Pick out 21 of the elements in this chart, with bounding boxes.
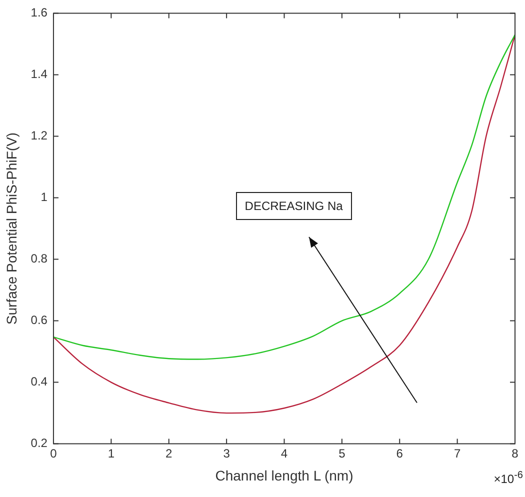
x-tick-label: 7 xyxy=(454,446,461,460)
x-tick-label: 8 xyxy=(512,446,519,460)
y-tick-label: 0.8 xyxy=(30,252,48,266)
x-tick-label: 4 xyxy=(280,446,288,460)
text: ×10$^{-6}$ xyxy=(494,470,523,486)
x-axis-title: Channel length L (nm) xyxy=(215,467,354,484)
y-tick-label: 1.6 xyxy=(30,6,48,20)
annotation: DECREASING Na xyxy=(236,192,352,220)
x-tick-label: 0 xyxy=(50,446,58,460)
y-axis-title: Surface Potential PhiS-PhiF(V) xyxy=(3,132,20,325)
x-tick-label: 5 xyxy=(338,446,346,460)
y-tick-label: 1 xyxy=(40,190,48,204)
y-tick-label: 0.6 xyxy=(30,313,48,328)
y-tick-label: 0.2 xyxy=(30,436,48,450)
y-tick-label: 1.4 xyxy=(30,67,48,82)
x-tick-label: 6 xyxy=(396,446,404,460)
y-tick-label: 1.2 xyxy=(30,128,48,143)
y-tick-label: 0.4 xyxy=(30,374,48,389)
x-tick-label: 1 xyxy=(108,446,115,460)
x-tick-label: 2 xyxy=(166,446,173,460)
x-tick-label: 3 xyxy=(223,446,230,460)
